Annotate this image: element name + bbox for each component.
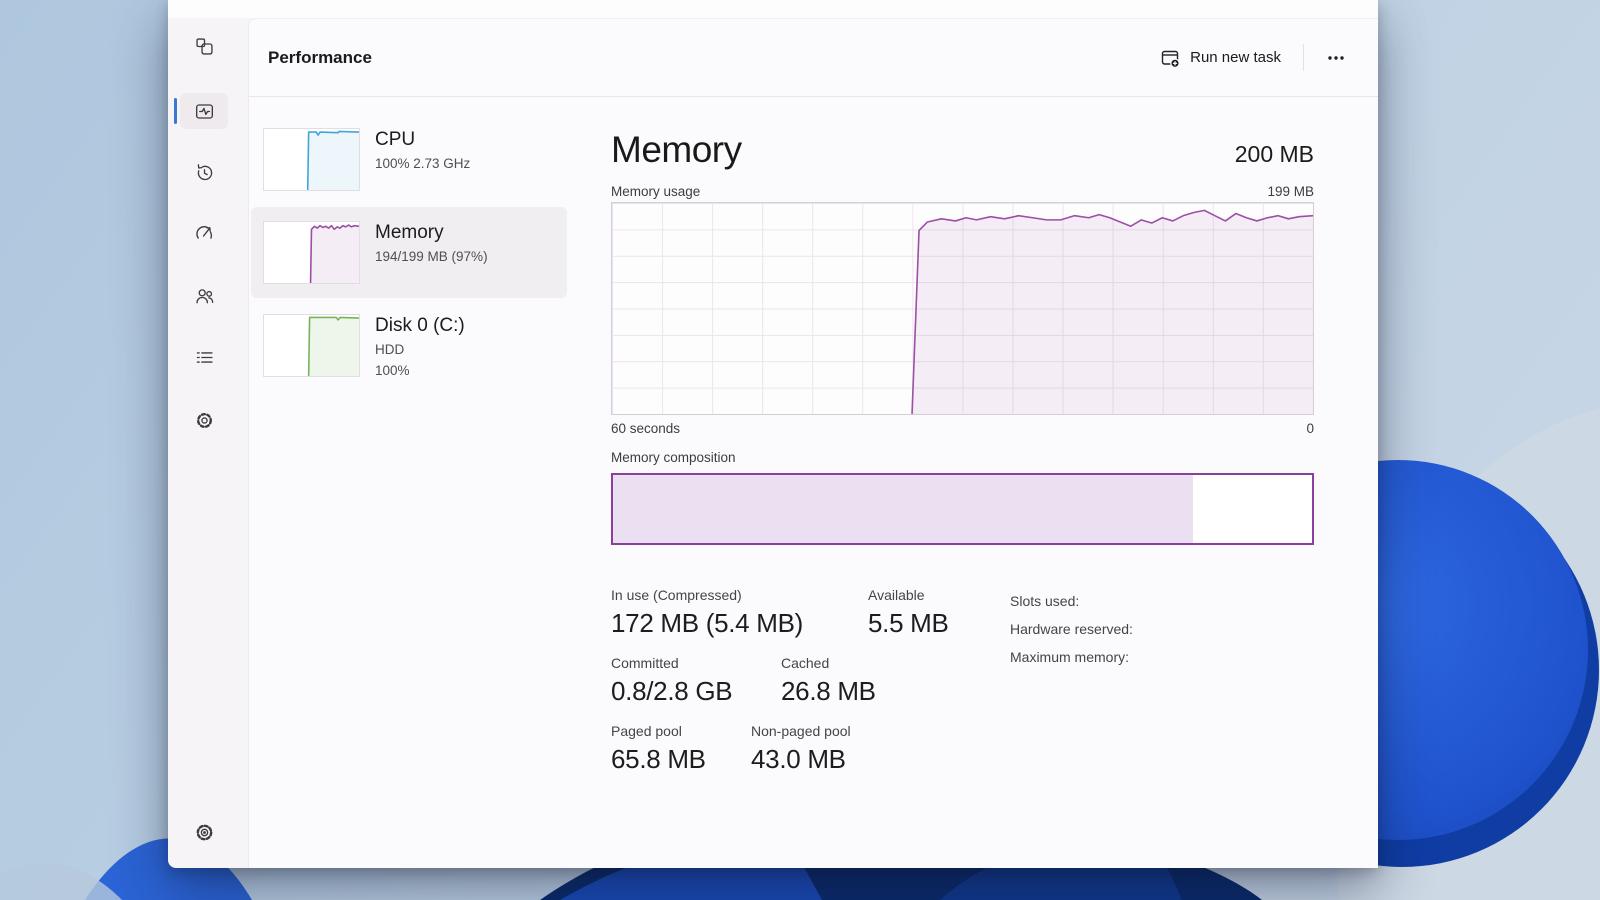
disk-mini-chart-graphic	[264, 315, 359, 376]
stat-paged-pool: Paged pool 65.8 MB	[611, 723, 751, 775]
sidebar-item-settings[interactable]	[180, 814, 228, 850]
sidebar-item-app-history[interactable]	[180, 154, 228, 190]
more-options-button[interactable]	[1316, 41, 1356, 75]
stat-in-use: In use (Compressed) 172 MB (5.4 MB)	[611, 587, 868, 639]
available-label: Available	[868, 587, 925, 604]
cpu-item-text: CPU 100% 2.73 GHz	[375, 128, 470, 174]
stat-available: Available 5.5 MB	[868, 587, 949, 639]
more-icon	[1328, 55, 1344, 60]
task-manager-window: Performance Run new task	[168, 0, 1378, 868]
list-item-cpu[interactable]: CPU 100% 2.73 GHz	[251, 120, 567, 199]
performance-body: CPU 100% 2.73 GHz Memory 194/199 MB (97%…	[249, 98, 1378, 868]
disk-mini-chart	[263, 314, 360, 377]
detail-title: Memory	[611, 129, 742, 170]
content-card: Performance Run new task	[248, 18, 1378, 868]
titlebar-strip	[168, 0, 1378, 18]
memory-composition-bar[interactable]	[611, 473, 1314, 546]
selected-page-accent-pill	[174, 98, 177, 124]
sidebar-item-details[interactable]	[180, 339, 228, 375]
committed-label: Committed	[611, 655, 679, 672]
run-new-task-icon	[1161, 50, 1180, 68]
cpu-item-subtitle: 100% 2.73 GHz	[375, 156, 471, 172]
stat-nonpaged-pool: Non-paged pool 43.0 MB	[751, 723, 851, 775]
memory-mini-chart	[263, 221, 360, 284]
page-header: Performance Run new task	[249, 19, 1378, 97]
page-title: Performance	[268, 47, 372, 67]
memory-stats: In use (Compressed) 172 MB (5.4 MB) Avai…	[611, 587, 1314, 775]
nonpaged-pool-label: Non-paged pool	[751, 723, 851, 740]
disk-item-subtitle: HDD	[375, 342, 405, 358]
processes-icon	[195, 37, 213, 55]
available-value: 5.5 MB	[868, 608, 949, 639]
disk-item-text: Disk 0 (C:) HDD 100%	[375, 314, 465, 381]
memory-usage-chart	[611, 202, 1314, 416]
sidebar-item-users[interactable]	[180, 277, 228, 313]
navigation-sidebar	[168, 18, 248, 868]
memory-item-title: Memory	[375, 222, 444, 243]
paged-pool-value: 65.8 MB	[611, 744, 706, 775]
list-item-disk[interactable]: Disk 0 (C:) HDD 100%	[251, 306, 567, 389]
x-axis-left-label: 60 seconds	[611, 421, 681, 437]
performance-metric-list: CPU 100% 2.73 GHz Memory 194/199 MB (97%…	[249, 98, 567, 868]
header-actions: Run new task	[1150, 41, 1356, 75]
run-new-task-label: Run new task	[1190, 49, 1281, 66]
committed-value: 0.8/2.8 GB	[611, 676, 733, 707]
history-icon	[197, 163, 212, 180]
total-memory-value: 200 MB	[1234, 141, 1314, 167]
startup-apps-icon	[195, 225, 212, 239]
services-icon	[196, 412, 212, 428]
memory-composition-label: Memory composition	[611, 450, 736, 466]
cpu-mini-chart-graphic	[264, 129, 359, 190]
performance-icon	[195, 103, 213, 119]
sidebar-item-processes[interactable]	[180, 28, 228, 64]
stat-committed: Committed 0.8/2.8 GB	[611, 655, 781, 707]
disk-item-percent: 100%	[375, 363, 410, 379]
maximum-memory-label: Maximum memory:	[1010, 649, 1130, 666]
in-use-label: In use (Compressed)	[611, 587, 742, 604]
settings-icon	[196, 824, 212, 840]
cpu-item-title: CPU	[375, 129, 416, 150]
memory-item-subtitle: 194/199 MB (97%)	[375, 249, 488, 265]
cpu-mini-chart	[263, 128, 360, 191]
x-axis-right-label: 0	[1306, 421, 1314, 437]
sidebar-item-startup-apps[interactable]	[180, 215, 228, 251]
stat-cached: Cached 26.8 MB	[781, 655, 876, 707]
memory-mini-chart-graphic	[264, 222, 359, 283]
cached-label: Cached	[781, 655, 830, 672]
in-use-value: 172 MB (5.4 MB)	[611, 608, 804, 639]
sidebar-item-services[interactable]	[180, 402, 228, 438]
header-divider	[1303, 44, 1304, 71]
chart-max-label: 199 MB	[1267, 184, 1314, 200]
memory-item-text: Memory 194/199 MB (97%)	[375, 221, 488, 267]
memory-usage-label: Memory usage	[611, 184, 701, 200]
users-icon	[195, 288, 213, 303]
paged-pool-label: Paged pool	[611, 723, 682, 740]
cached-value: 26.8 MB	[781, 676, 876, 707]
run-new-task-button[interactable]: Run new task	[1150, 41, 1291, 75]
slots-used-label: Slots used:	[1010, 593, 1080, 610]
hardware-reserved-label: Hardware reserved:	[1010, 621, 1133, 638]
nonpaged-pool-value: 43.0 MB	[751, 744, 846, 775]
list-item-memory[interactable]: Memory 194/199 MB (97%)	[251, 207, 567, 298]
sidebar-item-performance[interactable]	[180, 93, 228, 129]
hardware-info-labels: Slots used: Hardware reserved: Maximum m…	[1010, 587, 1133, 671]
memory-usage-chart-graphic	[612, 203, 1313, 415]
memory-detail-pane: Memory 200 MB Memory usage 199 MB 60 sec…	[567, 98, 1378, 868]
memory-composition-fill	[613, 475, 1194, 544]
details-icon	[196, 351, 213, 363]
disk-item-title: Disk 0 (C:)	[375, 315, 465, 336]
